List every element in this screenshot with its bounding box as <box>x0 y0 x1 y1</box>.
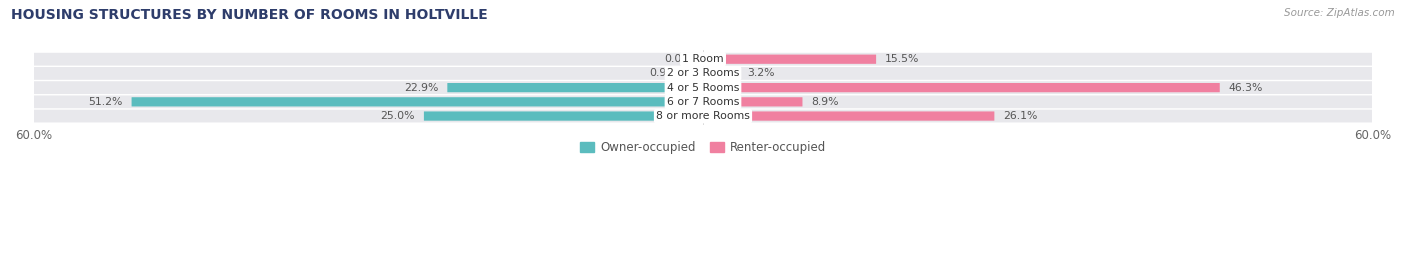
Text: 6 or 7 Rooms: 6 or 7 Rooms <box>666 97 740 107</box>
Text: 4 or 5 Rooms: 4 or 5 Rooms <box>666 83 740 93</box>
Text: 0.94%: 0.94% <box>650 68 683 79</box>
FancyBboxPatch shape <box>447 83 703 92</box>
Legend: Owner-occupied, Renter-occupied: Owner-occupied, Renter-occupied <box>575 136 831 158</box>
Text: Source: ZipAtlas.com: Source: ZipAtlas.com <box>1284 8 1395 18</box>
FancyBboxPatch shape <box>32 110 1374 122</box>
FancyBboxPatch shape <box>703 69 740 78</box>
Text: 3.2%: 3.2% <box>748 68 775 79</box>
Text: 8 or more Rooms: 8 or more Rooms <box>657 111 749 121</box>
FancyBboxPatch shape <box>32 81 1374 94</box>
Text: 2 or 3 Rooms: 2 or 3 Rooms <box>666 68 740 79</box>
Text: 25.0%: 25.0% <box>381 111 415 121</box>
FancyBboxPatch shape <box>703 83 1220 92</box>
Text: 8.9%: 8.9% <box>811 97 839 107</box>
Text: HOUSING STRUCTURES BY NUMBER OF ROOMS IN HOLTVILLE: HOUSING STRUCTURES BY NUMBER OF ROOMS IN… <box>11 8 488 22</box>
FancyBboxPatch shape <box>692 69 703 78</box>
FancyBboxPatch shape <box>423 111 703 121</box>
FancyBboxPatch shape <box>132 97 703 107</box>
FancyBboxPatch shape <box>32 67 1374 80</box>
FancyBboxPatch shape <box>32 53 1374 66</box>
Text: 15.5%: 15.5% <box>884 54 920 64</box>
FancyBboxPatch shape <box>703 55 876 64</box>
Text: 22.9%: 22.9% <box>404 83 439 93</box>
Text: 46.3%: 46.3% <box>1229 83 1263 93</box>
FancyBboxPatch shape <box>32 95 1374 108</box>
Text: 0.0%: 0.0% <box>664 54 692 64</box>
Text: 26.1%: 26.1% <box>1002 111 1038 121</box>
Text: 1 Room: 1 Room <box>682 54 724 64</box>
FancyBboxPatch shape <box>703 97 803 107</box>
FancyBboxPatch shape <box>703 111 994 121</box>
Text: 51.2%: 51.2% <box>89 97 122 107</box>
